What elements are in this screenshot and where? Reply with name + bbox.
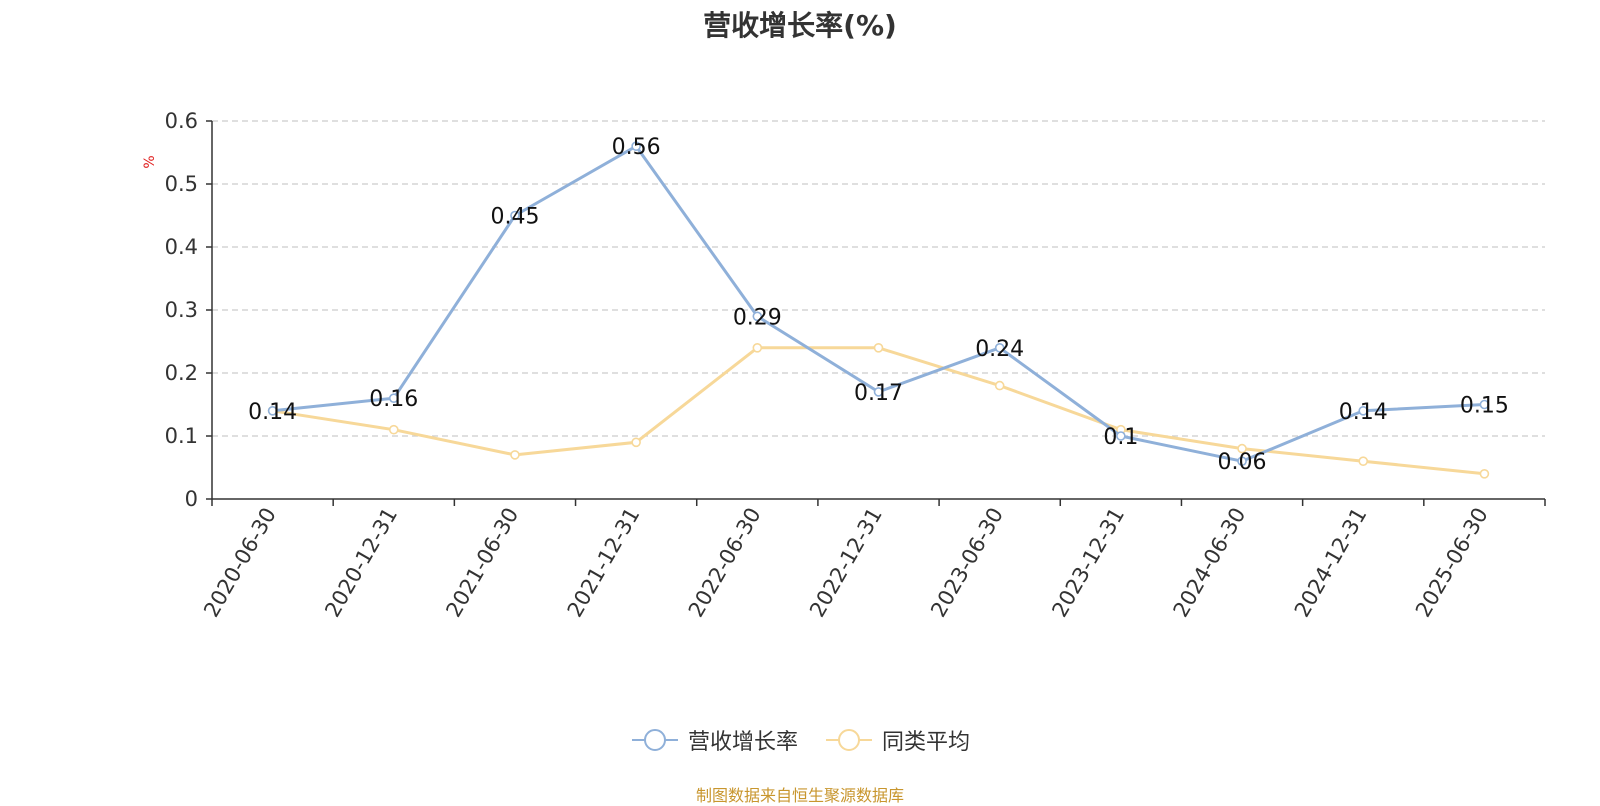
y-tick-label: 0.6: [165, 109, 198, 133]
data-point: [1358, 405, 1369, 416]
data-point: [267, 405, 278, 416]
source-note: 制图数据来自恒生聚源数据库: [695, 786, 904, 805]
series-lines: [267, 141, 1490, 479]
data-point: [1358, 456, 1369, 467]
y-tick-label: 0.1: [165, 424, 198, 448]
data-point: [1237, 443, 1247, 454]
x-tick-label: 2021-12-31: [563, 504, 645, 622]
x-tick-label: 2024-06-30: [1169, 504, 1251, 622]
data-point: [1237, 456, 1247, 467]
data-point: [994, 342, 1005, 353]
legend-item-series-0[interactable]: 营收增长率: [630, 724, 798, 756]
legend-item-series-1[interactable]: 同类平均: [824, 724, 970, 756]
legend-label: 营收增长率: [687, 730, 798, 755]
legend-label: 同类平均: [882, 730, 971, 755]
data-point: [510, 450, 520, 460]
grid-lines: [212, 120, 1545, 437]
data-label: 0.16: [369, 387, 418, 412]
data-point: [388, 424, 399, 435]
series-line-0: [272, 144, 1485, 463]
data-point: [873, 387, 884, 397]
data-label: 0.14: [248, 400, 297, 425]
data-label: 0.06: [1218, 450, 1267, 475]
axes: 0 0.1 0.2 0.3 0.4 0.5 0.6% 2020-06-30 2020-12-31…: [142, 109, 1546, 622]
data-point: [752, 311, 763, 322]
data-point: [873, 342, 884, 353]
data-point: [631, 437, 641, 448]
data-point: [752, 342, 763, 353]
data-point: [994, 380, 1005, 391]
y-tick-label: 0.5: [165, 172, 198, 196]
data-point: [510, 210, 520, 221]
y-axis-label: %: [142, 155, 158, 168]
x-tick-label: 2023-06-30: [926, 504, 1008, 622]
legend-marker-icon: [826, 729, 872, 751]
legend: 营收增长率 同类平均: [0, 724, 1600, 756]
data-point: [1479, 468, 1490, 479]
legend-marker-icon: [631, 729, 678, 751]
data-point: [631, 141, 641, 151]
data-label: 0.29: [733, 305, 782, 330]
x-tick-label: 2023-12-31: [1047, 504, 1129, 622]
data-point: [1116, 431, 1126, 441]
data-labels: 0.14 0.16 0.45 0.56 0.29 0.17 0.24 0.1 0.06 0.14 0…: [248, 135, 1509, 475]
data-label: 0.17: [854, 381, 903, 406]
y-tick-label: 0.2: [165, 361, 198, 385]
data-label: 0.14: [1339, 400, 1388, 425]
data-label: 0.45: [490, 205, 539, 230]
x-tick-label: 2025-06-30: [1411, 504, 1493, 622]
x-tick-label: 2020-12-31: [320, 504, 402, 622]
y-tick-label: 0.4: [165, 235, 198, 259]
data-label: 0.24: [975, 337, 1024, 362]
x-tick-label: 2022-06-30: [684, 504, 766, 622]
data-label: 0.56: [612, 135, 661, 160]
data-point: [1479, 399, 1490, 410]
data-label: 0.15: [1460, 394, 1509, 419]
y-tick-label: 0.3: [165, 298, 198, 322]
series-line-1: [272, 346, 1485, 476]
data-point: [388, 393, 399, 404]
chart-title: 营收增长率(%): [703, 9, 897, 42]
x-tick-label: 2020-06-30: [199, 504, 281, 622]
x-tick-label: 2024-12-31: [1290, 504, 1372, 622]
data-label: 0.1: [1103, 425, 1138, 450]
x-tick-label: 2021-06-30: [441, 504, 523, 622]
y-tick-label: 0: [185, 487, 198, 511]
x-tick-label: 2022-12-31: [805, 504, 887, 622]
